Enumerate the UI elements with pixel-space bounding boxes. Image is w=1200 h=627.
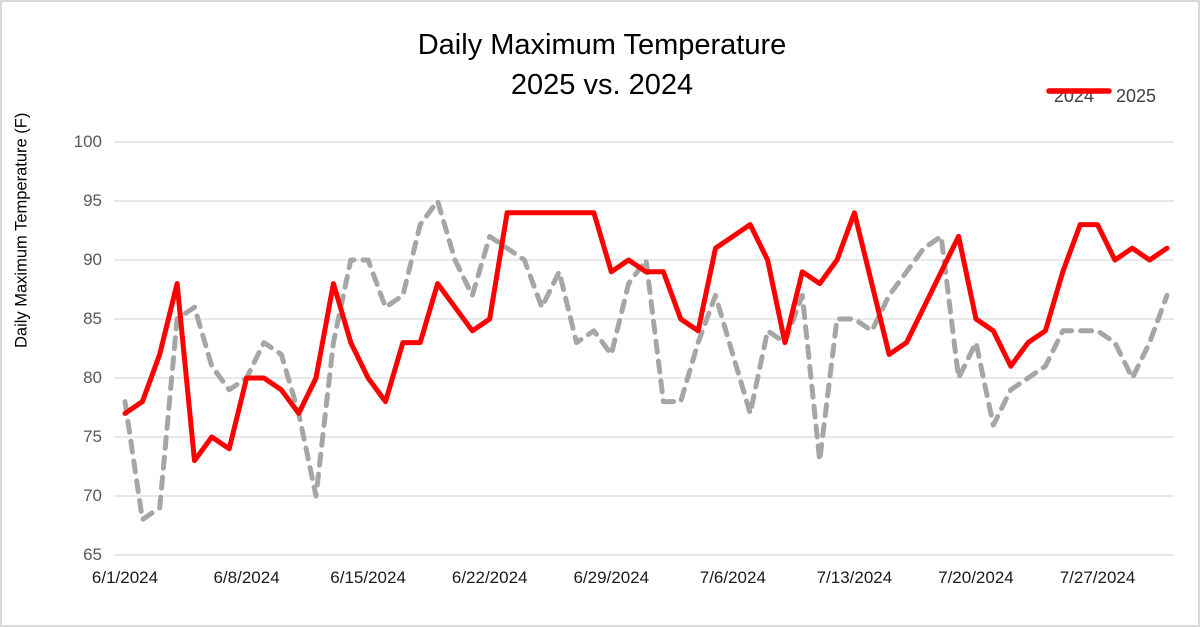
chart-title: Daily Maximum Temperature xyxy=(417,29,787,61)
y-tick-label: 90 xyxy=(83,250,102,269)
series-2024-line xyxy=(122,198,1170,523)
legend: 2024 2025 xyxy=(1046,86,1156,107)
y-tick-label: 100 xyxy=(73,132,102,151)
x-tick-label: 7/13/2024 xyxy=(816,568,893,587)
x-tick-label: 7/20/2024 xyxy=(938,568,1014,587)
series-2025-line xyxy=(122,210,1170,464)
chart-subtitle: 2025 vs. 2024 xyxy=(510,69,694,101)
y-tick-label: 75 xyxy=(83,427,102,446)
legend-label-2025: 2025 xyxy=(1115,86,1156,106)
legend-item-2025: 2025 xyxy=(1046,86,1156,107)
y-tick-label: 65 xyxy=(83,545,102,564)
x-tick-label: 6/29/2024 xyxy=(573,568,650,587)
x-tick-label: 6/15/2024 xyxy=(330,568,406,587)
y-tick-label: 85 xyxy=(83,309,102,328)
gridlines xyxy=(114,141,1174,556)
x-tick-label: 6/1/2024 xyxy=(91,568,159,587)
x-tick-label: 7/27/2024 xyxy=(1059,568,1136,587)
y-tick-label: 80 xyxy=(83,368,102,387)
x-tick-label: 6/8/2024 xyxy=(213,568,280,587)
y-tick-label: 70 xyxy=(83,486,102,505)
x-tick-label: 7/6/2024 xyxy=(699,568,766,587)
y-tick-label: 95 xyxy=(83,191,102,210)
x-tick-label: 6/22/2024 xyxy=(451,568,528,587)
